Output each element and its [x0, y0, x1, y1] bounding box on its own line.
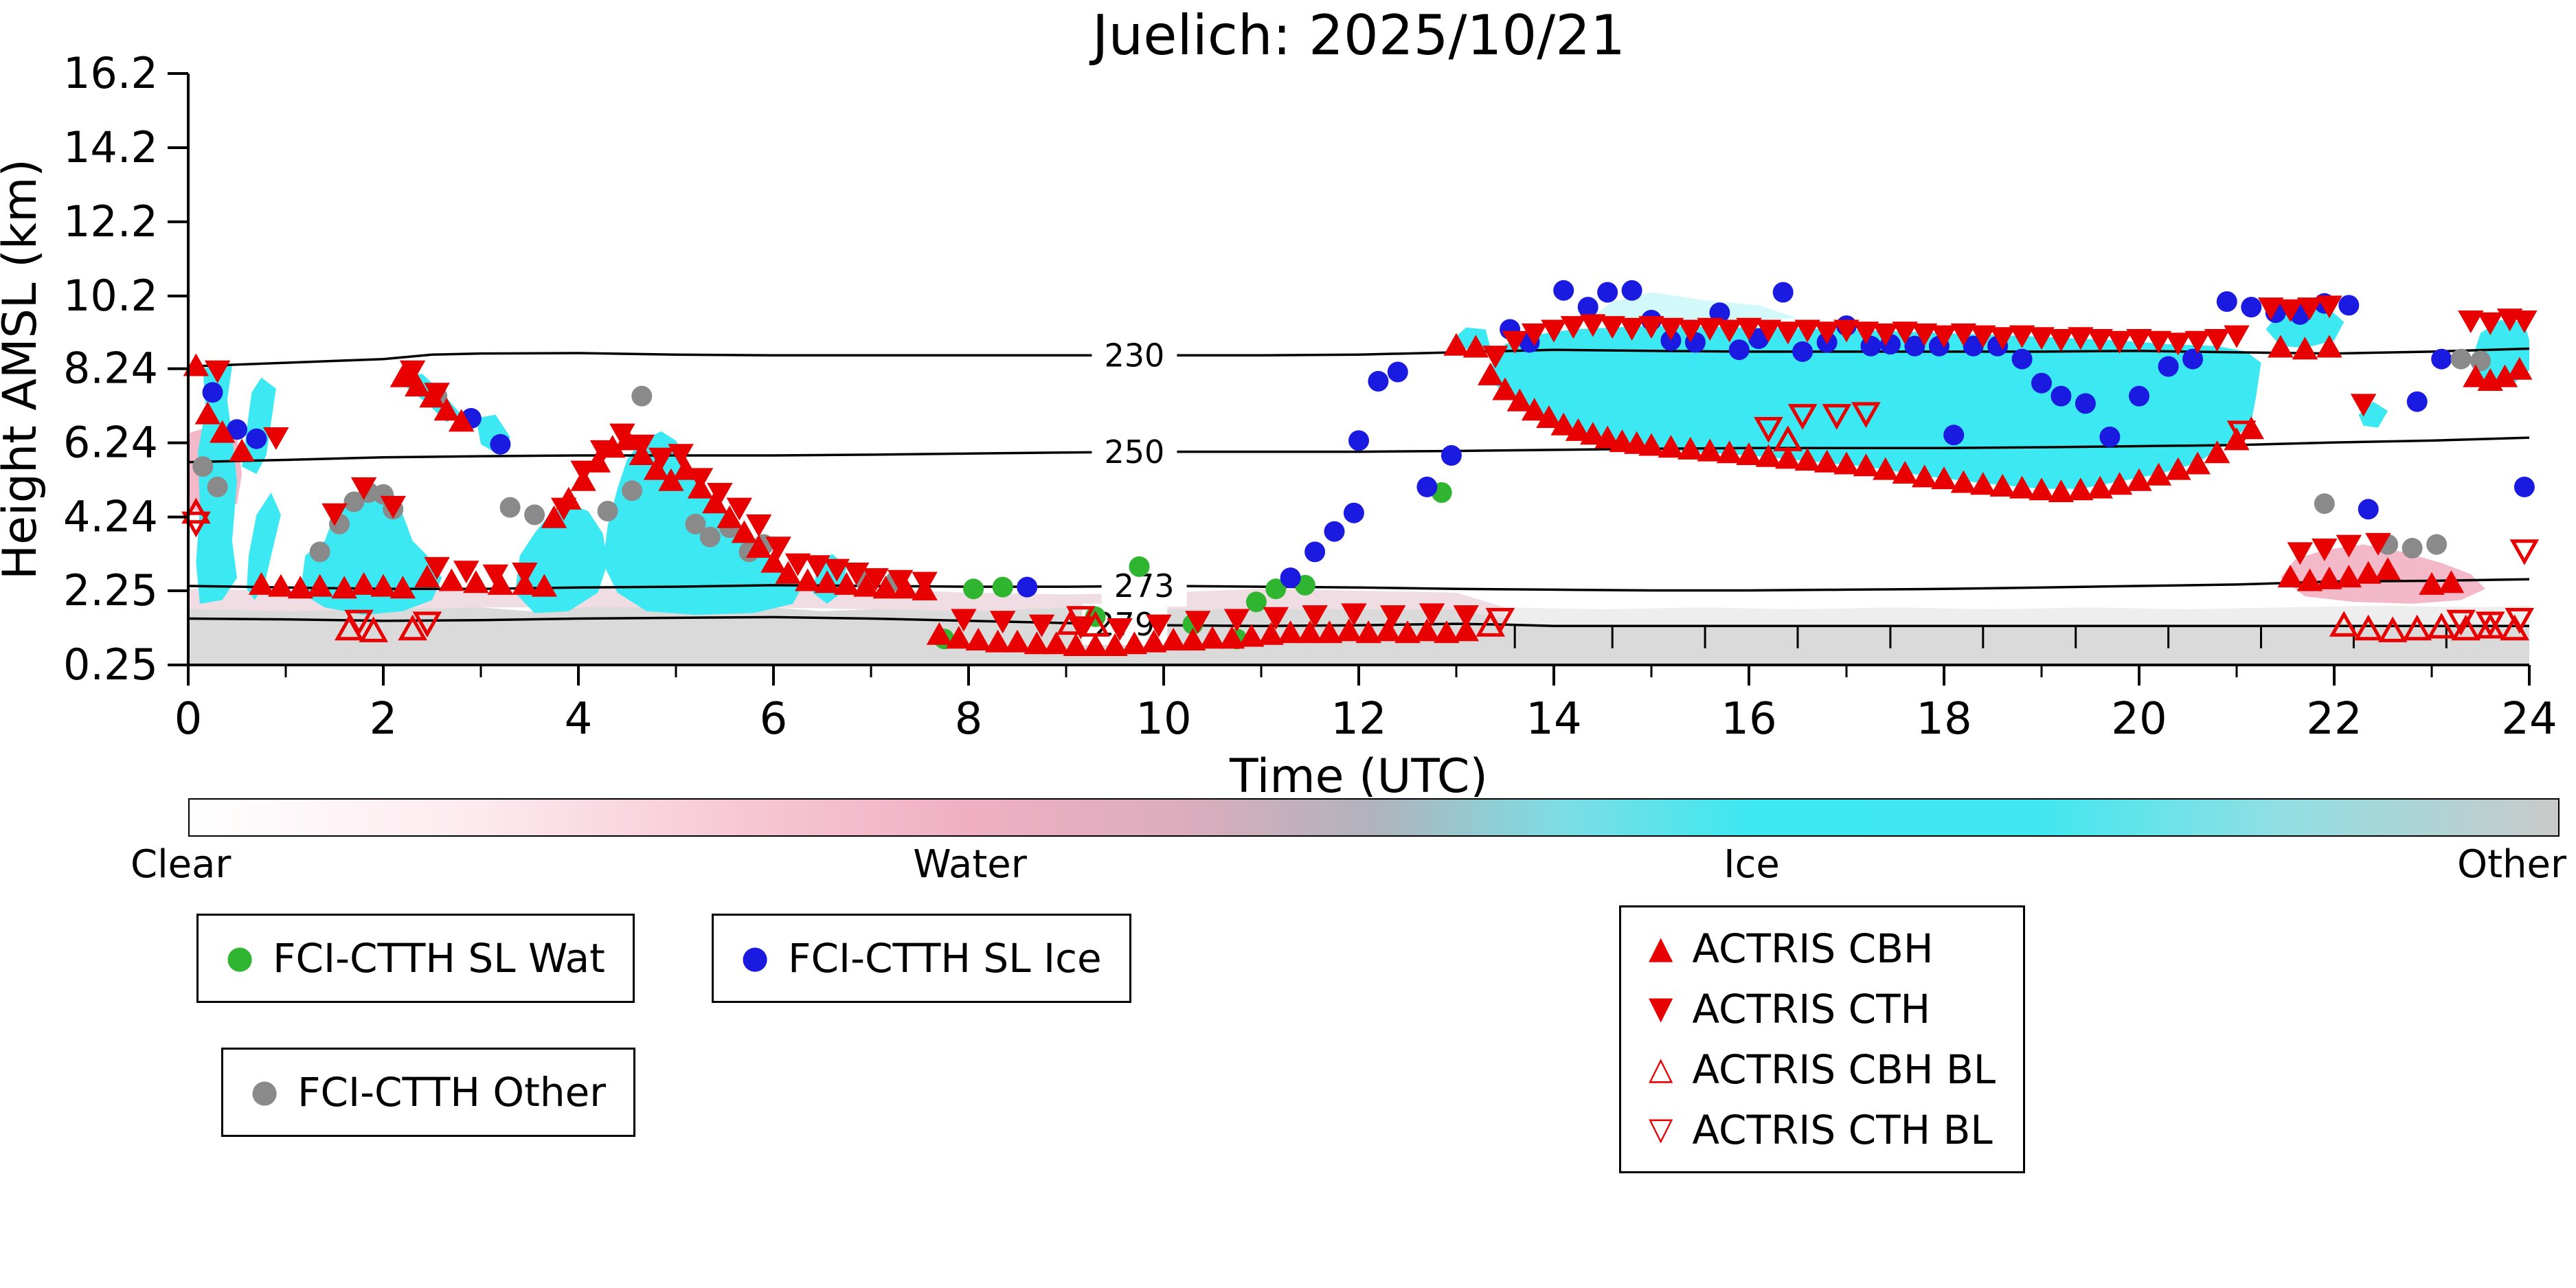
svg-text:2: 2: [370, 694, 398, 745]
svg-text:12.2: 12.2: [63, 196, 158, 247]
legend-label-sl-ice: FCI-CTTH SL Ice: [788, 935, 1102, 982]
svg-text:Time (UTC): Time (UTC): [1229, 749, 1488, 797]
svg-text:14.2: 14.2: [63, 122, 158, 172]
svg-text:12: 12: [1331, 694, 1386, 745]
svg-text:6: 6: [760, 694, 788, 745]
legend-label-cbh-bl: ACTRIS CBH BL: [1692, 1046, 1996, 1093]
svg-text:6.24: 6.24: [63, 418, 158, 468]
legend-row-cth: ▼ ACTRIS CTH: [1649, 986, 1930, 1032]
other-dot-icon: ●: [251, 1072, 279, 1109]
cbh-bl-triangle-up-open-icon: △: [1649, 1050, 1673, 1087]
svg-text:22: 22: [2306, 694, 2362, 745]
water-dot-icon: ●: [226, 938, 254, 975]
svg-text:230: 230: [1104, 337, 1164, 374]
svg-text:24: 24: [2501, 694, 2557, 745]
svg-text:4.24: 4.24: [63, 492, 158, 542]
svg-text:250: 250: [1104, 433, 1164, 471]
svg-text:10: 10: [1136, 694, 1191, 745]
legend-label-cth: ACTRIS CTH: [1692, 986, 1931, 1032]
ice-dot-icon: ●: [741, 938, 769, 975]
svg-text:14: 14: [1526, 694, 1581, 745]
svg-text:16.2: 16.2: [63, 48, 158, 98]
legend-actris: ▲ ACTRIS CBH ▼ ACTRIS CTH △ ACTRIS CBH B…: [1619, 905, 2026, 1173]
colorbar-label-other: Other: [2456, 842, 2566, 887]
colorbar-label-clear: Clear: [131, 842, 231, 887]
svg-text:20: 20: [2111, 694, 2167, 745]
classification-colorbar: [188, 798, 2560, 837]
svg-text:10.2: 10.2: [63, 271, 158, 321]
svg-text:0.25: 0.25: [63, 640, 158, 690]
svg-text:8.24: 8.24: [63, 343, 158, 394]
legend-row-cth-bl: ▽ ACTRIS CTH BL: [1649, 1107, 1993, 1153]
time-height-plot: 2302502732790.252.254.246.248.2410.212.2…: [0, 48, 2557, 797]
legend-label-cth-bl: ACTRIS CTH BL: [1692, 1107, 1993, 1153]
cbh-triangle-up-icon: ▲: [1649, 929, 1673, 966]
svg-text:16: 16: [1721, 694, 1776, 745]
legend-label-other: FCI-CTTH Other: [297, 1069, 607, 1116]
svg-text:4: 4: [565, 694, 593, 745]
svg-text:2.25: 2.25: [63, 565, 158, 615]
legend-row-cbh: ▲ ACTRIS CBH: [1649, 925, 1934, 972]
legend-label-sl-wat: FCI-CTTH SL Wat: [273, 935, 605, 982]
svg-text:18: 18: [1916, 694, 1971, 745]
colorbar-label-ice: Ice: [1724, 842, 1780, 887]
legend-label-cbh: ACTRIS CBH: [1692, 925, 1934, 972]
legend-fci-ctth-other: ● FCI-CTTH Other: [221, 1048, 636, 1137]
svg-text:0: 0: [174, 694, 203, 745]
cth-bl-triangle-down-open-icon: ▽: [1649, 1110, 1673, 1147]
svg-text:Height AMSL (km): Height AMSL (km): [0, 159, 47, 580]
legend-fci-ctth-sl-wat: ● FCI-CTTH SL Wat: [196, 914, 635, 1003]
legend-row-cbh-bl: △ ACTRIS CBH BL: [1649, 1046, 1996, 1093]
colorbar-label-water: Water: [913, 842, 1027, 887]
chart-title: Juelich: 2025/10/21: [1092, 3, 1626, 67]
cth-triangle-down-icon: ▼: [1649, 989, 1673, 1026]
svg-text:8: 8: [955, 694, 983, 745]
legend-fci-ctth-sl-ice: ● FCI-CTTH SL Ice: [712, 914, 1131, 1003]
